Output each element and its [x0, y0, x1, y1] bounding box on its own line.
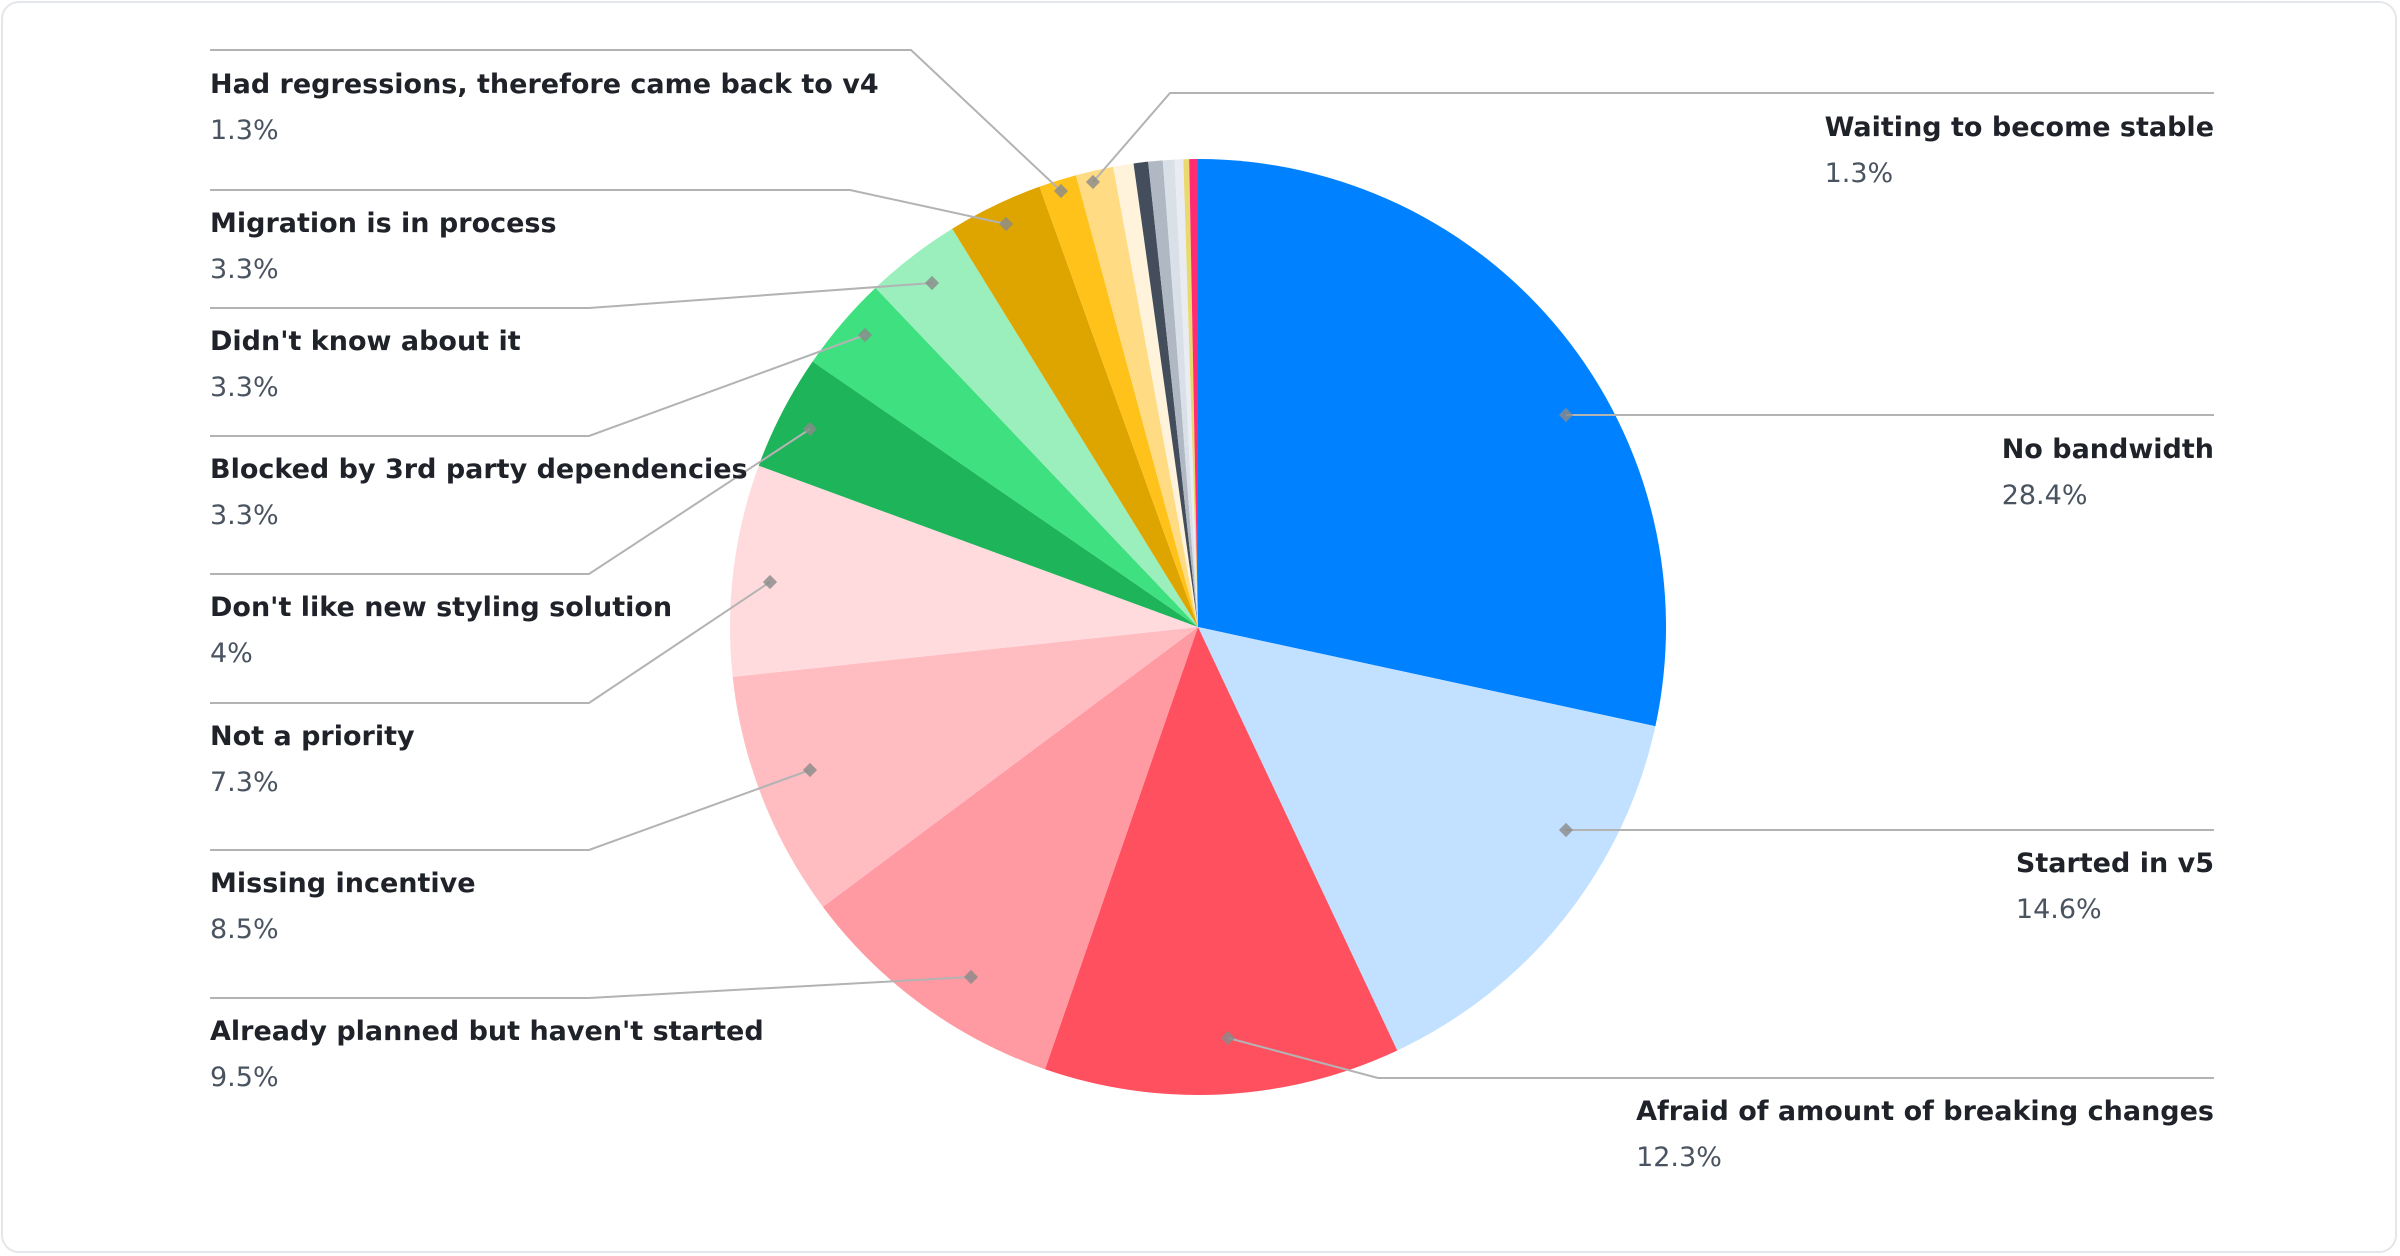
slice-label: Missing incentive [210, 868, 476, 899]
slice-label: Migration is in process [210, 208, 557, 239]
pie-slice[interactable] [875, 228, 1198, 627]
leader-marker [998, 216, 1014, 232]
leader-line [210, 769, 811, 851]
slice-label: Don't like new styling solution [210, 592, 672, 623]
pie-slice[interactable] [1039, 175, 1198, 627]
slice-label: Waiting to become stable [1825, 112, 2214, 143]
slice-label: Started in v5 [2016, 848, 2214, 879]
leader-marker [963, 969, 979, 985]
pie-slice[interactable] [758, 361, 1198, 627]
leader-marker [1558, 407, 1574, 423]
slice-percent: 3.3% [210, 372, 279, 403]
leader-line [210, 976, 972, 999]
slice-label: Not a priority [210, 721, 415, 752]
slice-percent: 12.3% [1636, 1142, 1722, 1173]
leader-line [210, 581, 771, 704]
pie-slice[interactable] [1075, 166, 1198, 627]
leader-line [210, 282, 933, 309]
leader-line [210, 49, 1062, 192]
slice-percent: 1.3% [1825, 158, 1894, 189]
leader-line [210, 428, 811, 575]
slice-percent: 8.5% [210, 914, 279, 945]
pie-slice[interactable] [1174, 159, 1198, 627]
slice-label: Had regressions, therefore came back to … [210, 69, 879, 100]
pie-slice[interactable] [730, 465, 1198, 677]
pie-slice[interactable] [822, 627, 1198, 1070]
pie-slice[interactable] [1133, 161, 1198, 627]
pie-slice[interactable] [1113, 163, 1198, 627]
slice-percent: 1.3% [210, 115, 279, 146]
pie-slice[interactable] [1189, 159, 1198, 627]
pie-slice[interactable] [1198, 159, 1666, 727]
slice-percent: 7.3% [210, 767, 279, 798]
slice-label: Afraid of amount of breaking changes [1636, 1096, 2214, 1127]
leader-line [210, 334, 866, 437]
pie-slice[interactable] [732, 627, 1198, 907]
pie-slice[interactable] [1045, 627, 1398, 1095]
leader-marker [1558, 822, 1574, 838]
pie-slice[interactable] [1198, 627, 1656, 1051]
leader-marker [802, 421, 818, 437]
slice-label: Blocked by 3rd party dependencies [210, 454, 748, 485]
slice-percent: 14.6% [2016, 894, 2102, 925]
leader-marker [1220, 1030, 1236, 1046]
slice-percent: 3.3% [210, 254, 279, 285]
pie-slice[interactable] [952, 186, 1198, 628]
pie-slice[interactable] [1148, 160, 1198, 627]
slice-percent: 3.3% [210, 500, 279, 531]
leader-marker [857, 327, 873, 343]
leader-line [210, 189, 1007, 225]
pie-slice[interactable] [812, 287, 1198, 627]
leader-marker [1085, 174, 1101, 190]
slice-label: Already planned but haven't started [210, 1016, 764, 1047]
leader-marker [1053, 183, 1069, 199]
slice-percent: 4% [210, 638, 253, 669]
slice-label: No bandwidth [2002, 434, 2214, 465]
slice-percent: 9.5% [210, 1062, 279, 1093]
leader-marker [762, 574, 778, 590]
pie-slice[interactable] [1183, 159, 1198, 628]
leader-marker [802, 762, 818, 778]
slice-label: Didn't know about it [210, 326, 521, 357]
leader-line [1092, 92, 2214, 183]
leader-marker [924, 275, 940, 291]
slice-percent: 28.4% [2002, 480, 2088, 511]
pie-slice[interactable] [1162, 159, 1198, 627]
leader-line [1227, 1037, 2214, 1079]
